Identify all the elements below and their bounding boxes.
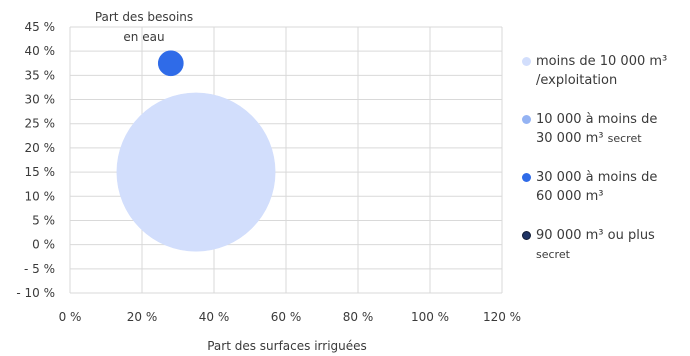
y-tick-label: 15 % — [25, 165, 56, 179]
data-points — [116, 50, 276, 252]
legend-item: 90 000 m³ ou plus secret — [522, 226, 688, 266]
x-tick-label: 80 % — [343, 310, 374, 324]
x-tick-label: 20 % — [127, 310, 158, 324]
y-axis-label-line-2: en eau — [123, 30, 164, 44]
x-tick-label: 100 % — [411, 310, 449, 324]
legend-label-line: 30 000 à moins de — [536, 170, 658, 185]
y-tick-label: - 10 % — [16, 286, 55, 300]
legend-label-line: 30 000 m³ — [536, 131, 604, 146]
y-tick-label: 5 % — [32, 213, 55, 227]
legend-label-line: moins de 10 000 m³ — [536, 54, 668, 69]
y-tick-label: 0 % — [32, 238, 55, 252]
x-tick-label: 40 % — [199, 310, 230, 324]
legend-label-line: 90 000 m³ ou plus — [536, 228, 655, 243]
legend-marker-icon — [522, 173, 531, 182]
y-tick-label: - 5 % — [24, 262, 55, 276]
data-point — [116, 92, 276, 252]
y-tick-label: 30 % — [25, 93, 56, 107]
y-tick-label: 40 % — [25, 44, 56, 58]
data-point — [157, 50, 184, 77]
legend-item: 30 000 à moins de 60 000 m³ — [522, 168, 688, 226]
legend-label-line: /exploitation — [536, 73, 618, 88]
y-tick-label: 45 % — [25, 20, 56, 34]
x-axis-label: Part des surfaces irriguées — [207, 339, 367, 353]
legend-item: 10 000 à moins de 30 000 m³ secret — [522, 110, 688, 168]
legend-marker-icon — [522, 115, 531, 124]
x-tick-label: 120 % — [483, 310, 521, 324]
legend-marker-icon — [522, 231, 531, 240]
legend-item: moins de 10 000 m³ /exploitation — [522, 52, 688, 110]
x-tick-label: 0 % — [59, 310, 82, 324]
legend-marker-icon — [522, 57, 531, 66]
legend-note: secret — [607, 132, 642, 145]
y-axis-label-line-1: Part des besoins — [95, 10, 193, 24]
legend-label-line: 10 000 à moins de — [536, 112, 658, 127]
legend: moins de 10 000 m³ /exploitation 10 000 … — [522, 52, 688, 266]
legend-note: secret — [536, 248, 570, 261]
x-tick-labels: 0 % 20 % 40 % 60 % 80 % 100 % 120 % — [59, 310, 521, 324]
y-tick-label: 35 % — [25, 68, 56, 82]
y-tick-label: 10 % — [25, 189, 56, 203]
legend-label-line: 60 000 m³ — [536, 189, 604, 204]
y-tick-label: 20 % — [25, 141, 56, 155]
y-tick-label: 25 % — [25, 117, 56, 131]
y-tick-labels: 45 % 40 % 35 % 30 % 25 % 20 % 15 % 10 % 5 % 0 % - … — [16, 20, 55, 300]
x-tick-label: 60 % — [271, 310, 302, 324]
